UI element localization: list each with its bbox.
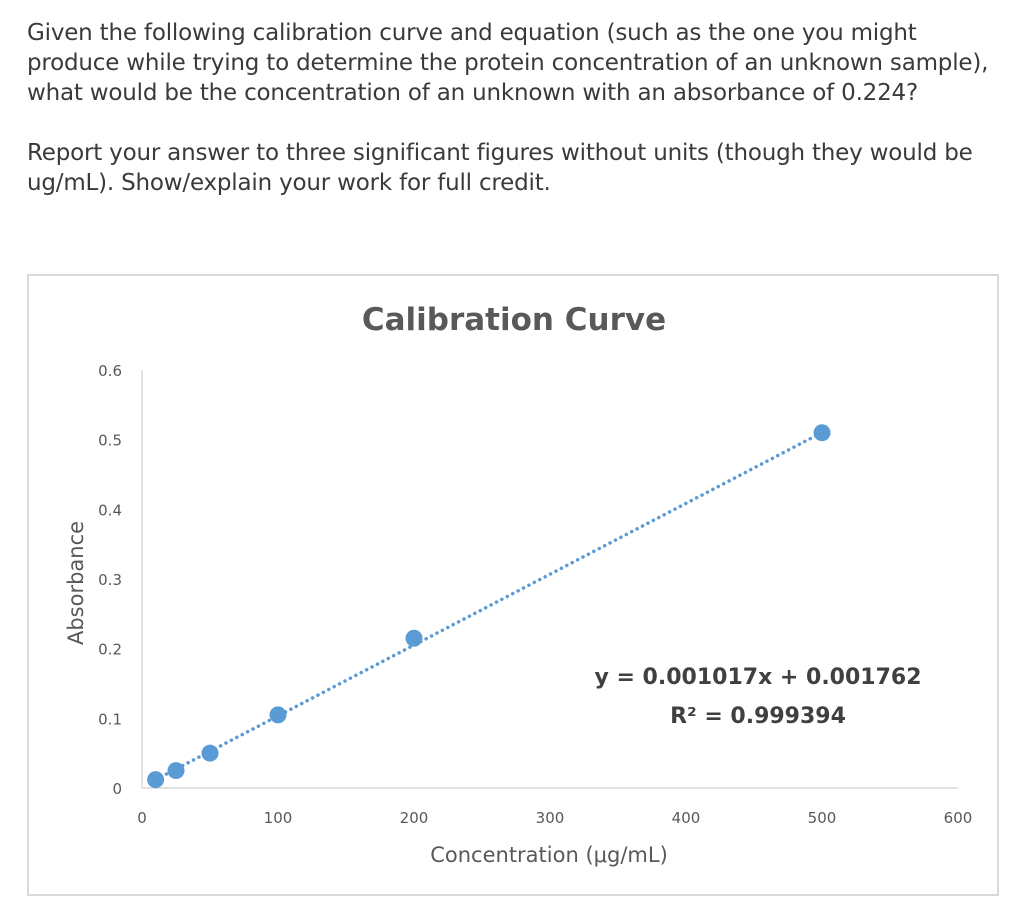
x-tick-label: 0 <box>137 809 147 827</box>
x-tick-label: 600 <box>944 809 973 827</box>
y-tick-label: 0.5 <box>98 432 122 450</box>
data-point <box>147 771 165 789</box>
equation-label: y = 0.001017x + 0.001762 <box>594 665 921 690</box>
y-tick-label: 0.4 <box>98 501 122 519</box>
y-tick-label: 0.1 <box>98 710 122 728</box>
instructions-text: Report your answer to three significant … <box>27 140 973 196</box>
chart-title: Calibration Curve <box>362 302 666 338</box>
question-text: Given the following calibration curve an… <box>27 20 989 106</box>
chart-frame <box>27 274 999 896</box>
y-tick-label: 0.2 <box>98 641 122 659</box>
x-axis-title: Concentration (μg/mL) <box>430 843 668 867</box>
points-group <box>147 424 831 789</box>
data-point <box>405 629 423 647</box>
x-tick-label: 500 <box>808 809 837 827</box>
y-tick-label: 0.6 <box>98 362 122 380</box>
x-tick-label: 400 <box>672 809 701 827</box>
x-tick-label: 300 <box>536 809 565 827</box>
y-tick-label: 0.3 <box>98 571 122 589</box>
x-tick-label: 100 <box>264 809 293 827</box>
r-squared-label: R² = 0.999394 <box>670 704 846 729</box>
data-point <box>813 424 831 442</box>
x-tick-label: 200 <box>400 809 429 827</box>
y-axis-title: Absorbance <box>64 521 88 645</box>
data-point <box>269 706 287 724</box>
data-point <box>167 762 185 780</box>
y-tick-label: 0 <box>112 780 122 798</box>
axes-group: 0 100 200 300 400 500 600 0 0.1 0.2 0.3 0.4 0.5 0.6 <box>98 362 972 827</box>
data-point <box>201 744 219 762</box>
